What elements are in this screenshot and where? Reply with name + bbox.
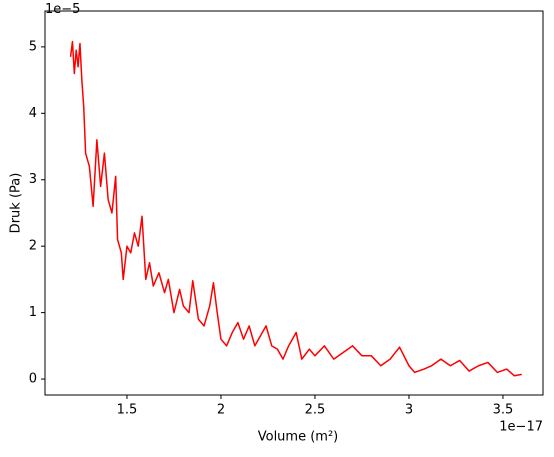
x-axis-label: Volume (m²): [258, 430, 339, 445]
x-tick-label: 1.5: [117, 403, 138, 418]
y-offset-text: 1e−5: [45, 2, 80, 17]
y-tick-label: 1: [29, 305, 37, 320]
y-axis-label: Druk (Pa): [9, 173, 24, 234]
x-tick-label: 2.5: [305, 403, 326, 418]
y-tick-label: 5: [29, 39, 37, 54]
x-tick-label: 3: [405, 403, 413, 418]
x-tick-label: 3.5: [493, 403, 514, 418]
y-tick-label: 3: [29, 172, 37, 187]
y-tick-label: 4: [29, 106, 37, 121]
y-tick-label: 2: [29, 239, 37, 254]
data-line: [69, 40, 522, 377]
y-tick-label: 0: [29, 372, 37, 387]
x-tick-label: 2: [217, 403, 225, 418]
axes-frame: [44, 10, 544, 396]
x-offset-text: 1e−17: [499, 420, 543, 435]
